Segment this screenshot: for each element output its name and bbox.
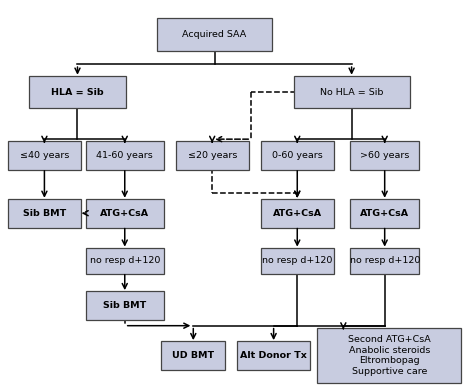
Text: no resp d+120: no resp d+120 bbox=[349, 256, 420, 265]
FancyBboxPatch shape bbox=[86, 199, 164, 228]
FancyBboxPatch shape bbox=[86, 141, 164, 170]
Text: Alt Donor Tx: Alt Donor Tx bbox=[240, 351, 307, 360]
FancyBboxPatch shape bbox=[8, 141, 81, 170]
FancyBboxPatch shape bbox=[318, 328, 462, 383]
FancyBboxPatch shape bbox=[29, 76, 126, 108]
Text: Second ATG+CsA
Anabolic steroids
Eltrombopag
Supportive care: Second ATG+CsA Anabolic steroids Eltromb… bbox=[348, 335, 431, 376]
FancyBboxPatch shape bbox=[237, 341, 310, 370]
Text: Sib BMT: Sib BMT bbox=[23, 209, 66, 218]
FancyBboxPatch shape bbox=[350, 199, 419, 228]
FancyBboxPatch shape bbox=[350, 247, 419, 274]
FancyBboxPatch shape bbox=[261, 247, 334, 274]
Text: No HLA = Sib: No HLA = Sib bbox=[320, 88, 383, 96]
Text: no resp d+120: no resp d+120 bbox=[90, 256, 160, 265]
FancyBboxPatch shape bbox=[86, 291, 164, 320]
Text: Acquired SAA: Acquired SAA bbox=[182, 30, 246, 39]
FancyBboxPatch shape bbox=[161, 341, 225, 370]
FancyBboxPatch shape bbox=[350, 141, 419, 170]
Text: UD BMT: UD BMT bbox=[172, 351, 214, 360]
Text: HLA = Sib: HLA = Sib bbox=[51, 88, 104, 96]
FancyBboxPatch shape bbox=[8, 199, 81, 228]
Text: >60 years: >60 years bbox=[360, 151, 410, 160]
Text: 41-60 years: 41-60 years bbox=[96, 151, 153, 160]
FancyBboxPatch shape bbox=[86, 247, 164, 274]
Text: ≤20 years: ≤20 years bbox=[188, 151, 237, 160]
FancyBboxPatch shape bbox=[294, 76, 410, 108]
Text: no resp d+120: no resp d+120 bbox=[262, 256, 332, 265]
Text: ATG+CsA: ATG+CsA bbox=[100, 209, 149, 218]
Text: ATG+CsA: ATG+CsA bbox=[360, 209, 409, 218]
Text: 0-60 years: 0-60 years bbox=[272, 151, 323, 160]
FancyBboxPatch shape bbox=[261, 199, 334, 228]
FancyBboxPatch shape bbox=[175, 141, 249, 170]
Text: ≤40 years: ≤40 years bbox=[20, 151, 69, 160]
FancyBboxPatch shape bbox=[261, 141, 334, 170]
Text: Sib BMT: Sib BMT bbox=[103, 301, 146, 310]
FancyBboxPatch shape bbox=[156, 18, 273, 51]
Text: ATG+CsA: ATG+CsA bbox=[273, 209, 322, 218]
